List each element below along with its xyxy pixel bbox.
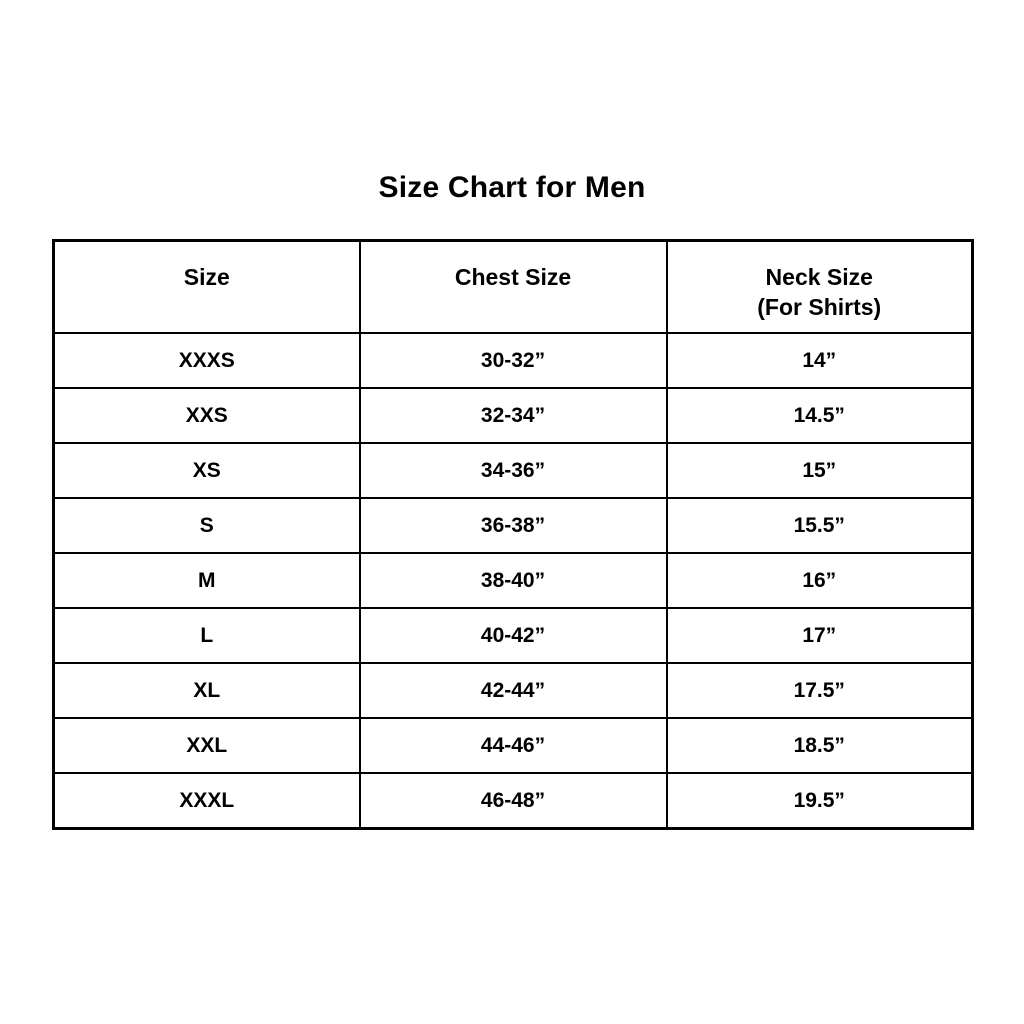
cell-chest-size: 36-38”: [358, 496, 668, 554]
cell-neck-size: 17.5”: [665, 661, 974, 719]
cell-neck-size: 15.5”: [665, 496, 974, 554]
cell-size: XXL: [52, 716, 361, 774]
column-header-size: Size: [52, 239, 361, 334]
table-row: M 38-40” 16”: [52, 551, 974, 609]
column-header-neck-size: Neck Size (For Shirts): [665, 239, 974, 334]
table-header-row: Size Chest Size Neck Size (For Shirts): [52, 239, 974, 334]
cell-chest-size: 38-40”: [358, 551, 668, 609]
column-header-neck-size-line1: Neck Size: [765, 264, 873, 290]
table-row: XXL 44-46” 18.5”: [52, 716, 974, 774]
column-header-chest-size: Chest Size: [358, 239, 668, 334]
cell-size: XS: [52, 441, 361, 499]
page-title: Size Chart for Men: [378, 171, 646, 204]
table-body: XXXS 30-32” 14” XXS 32-34” 14.5” XS 34-3…: [52, 331, 974, 829]
cell-size: XXXS: [52, 331, 361, 389]
cell-size: S: [52, 496, 361, 554]
cell-chest-size: 44-46”: [358, 716, 668, 774]
column-header-neck-size-line2: (For Shirts): [757, 294, 882, 320]
cell-chest-size: 42-44”: [358, 661, 668, 719]
cell-neck-size: 16”: [665, 551, 974, 609]
table-row: XXXL 46-48” 19.5”: [52, 771, 974, 829]
table-row: XS 34-36” 15”: [52, 441, 974, 499]
cell-size: XXXL: [52, 771, 361, 829]
cell-size: M: [52, 551, 361, 609]
table-row: S 36-38” 15.5”: [52, 496, 974, 554]
cell-chest-size: 46-48”: [358, 771, 668, 829]
cell-chest-size: 32-34”: [358, 386, 668, 444]
cell-size: XXS: [52, 386, 361, 444]
table-row: XXS 32-34” 14.5”: [52, 386, 974, 444]
size-chart-table: Size Chest Size Neck Size (For Shirts) X…: [52, 239, 974, 830]
cell-neck-size: 14.5”: [665, 386, 974, 444]
table-row: L 40-42” 17”: [52, 606, 974, 664]
cell-neck-size: 15”: [665, 441, 974, 499]
cell-chest-size: 30-32”: [358, 331, 668, 389]
cell-size: XL: [52, 661, 361, 719]
cell-chest-size: 34-36”: [358, 441, 668, 499]
table-header: Size Chest Size Neck Size (For Shirts): [52, 239, 974, 334]
cell-neck-size: 17”: [665, 606, 974, 664]
table-row: XXXS 30-32” 14”: [52, 331, 974, 389]
table-row: XL 42-44” 17.5”: [52, 661, 974, 719]
cell-neck-size: 18.5”: [665, 716, 974, 774]
cell-chest-size: 40-42”: [358, 606, 668, 664]
cell-neck-size: 14”: [665, 331, 974, 389]
cell-neck-size: 19.5”: [665, 771, 974, 829]
cell-size: L: [52, 606, 361, 664]
